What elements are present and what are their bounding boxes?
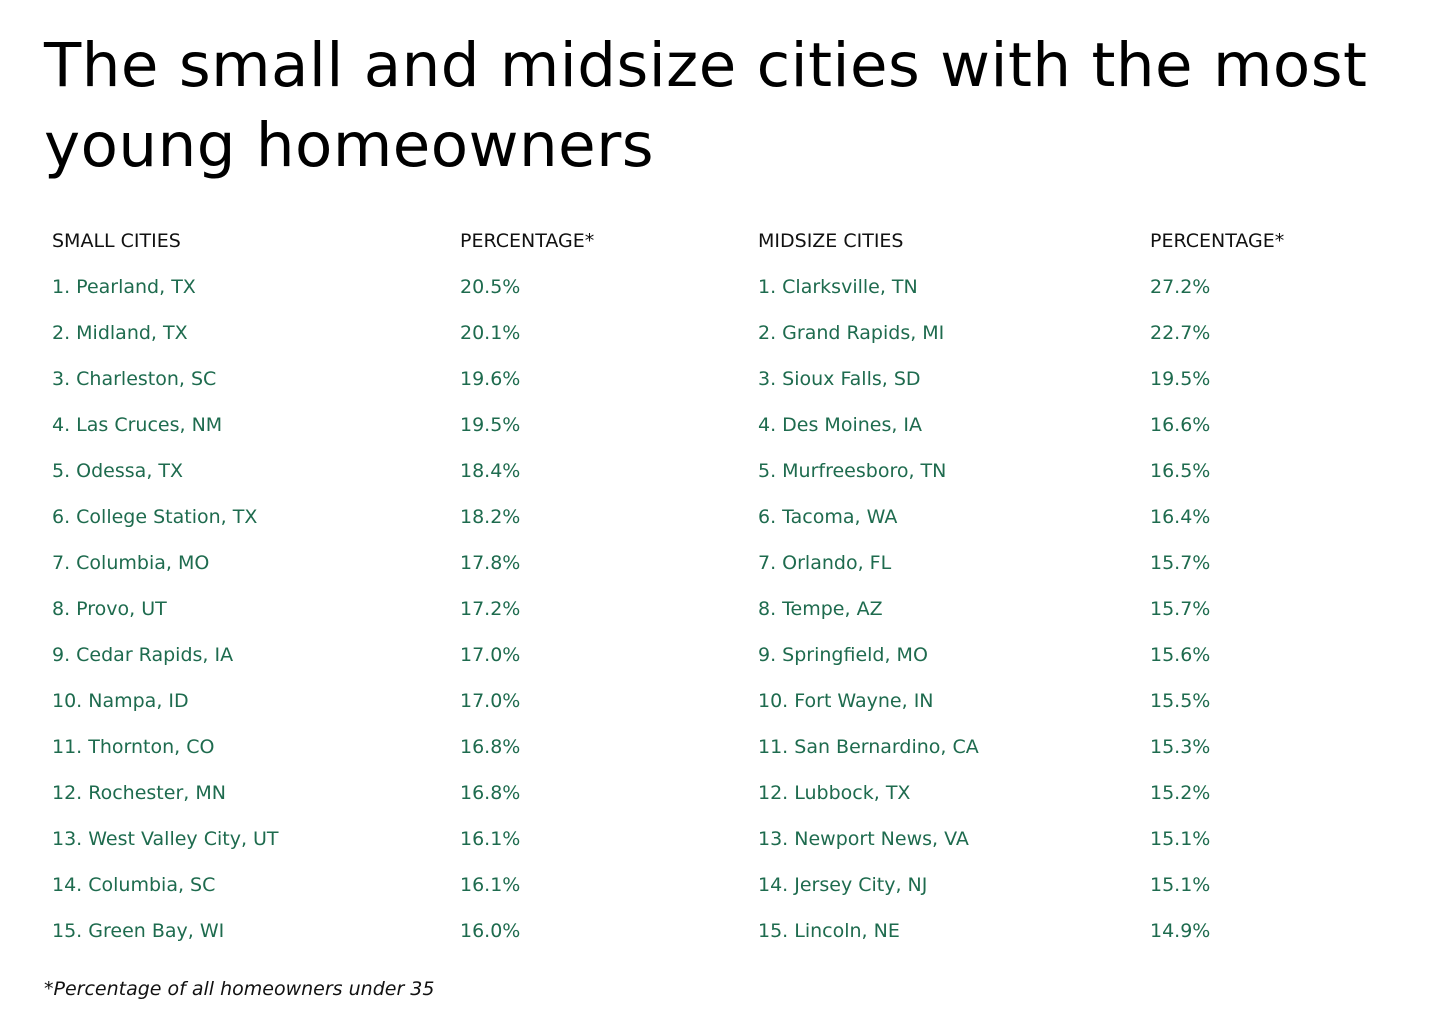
midsize-city-name: 1. Clarksville, TN: [758, 276, 918, 298]
table-row: 11. Thornton, CO 16.8% 11. San Bernardino,…: [52, 724, 1442, 770]
table-row: 9. Cedar Rapids, IA 17.0% 9. Springfield, …: [52, 632, 1442, 678]
small-city-name: 9. Cedar Rapids, IA: [52, 644, 234, 666]
midsize-city-percentage: 15.3%: [1150, 736, 1211, 758]
table-body: 1. Pearland, TX 20.5% 1. Clarksville, TN 27…: [52, 264, 1442, 954]
table-row: 8. Provo, UT 17.2% 8. Tempe, AZ 15.7%: [52, 586, 1442, 632]
small-city-percentage: 18.4%: [460, 460, 521, 482]
midsize-city-name: 5. Murfreesboro, TN: [758, 460, 947, 482]
small-city-percentage: 19.6%: [460, 368, 521, 390]
footnote: *Percentage of all homeowners under 35: [44, 978, 435, 1000]
midsize-city-name: 9. Springfield, MO: [758, 644, 928, 666]
midsize-city-name: 4. Des Moines, IA: [758, 414, 923, 436]
midsize-city-name: 14. Jersey City, NJ: [758, 874, 928, 896]
small-city-percentage: 16.8%: [460, 782, 521, 804]
small-city-percentage: 17.0%: [460, 644, 521, 666]
small-city-percentage: 16.1%: [460, 828, 521, 850]
midsize-city-name: 15. Lincoln, NE: [758, 920, 900, 942]
small-city-name: 13. West Valley City, UT: [52, 828, 279, 850]
table-row: 7. Columbia, MO 17.8% 7. Orlando, FL 15.7%: [52, 540, 1442, 586]
small-city-percentage: 17.2%: [460, 598, 521, 620]
small-city-percentage: 16.0%: [460, 920, 521, 942]
small-city-name: 1. Pearland, TX: [52, 276, 196, 298]
cities-table: SMALL CITIES PERCENTAGE* MIDSIZE CITIES …: [52, 218, 1442, 954]
small-city-name: 4. Las Cruces, NM: [52, 414, 223, 436]
table-row: 10. Nampa, ID 17.0% 10. Fort Wayne, IN 15.5…: [52, 678, 1442, 724]
table-row: 12. Rochester, MN 16.8% 12. Lubbock, TX 15.…: [52, 770, 1442, 816]
page-title: The small and midsize cities with the mo…: [44, 30, 1368, 181]
midsize-city-percentage: 16.6%: [1150, 414, 1211, 436]
midsize-city-percentage: 27.2%: [1150, 276, 1211, 298]
midsize-city-name: 8. Tempe, AZ: [758, 598, 883, 620]
table-row: 13. West Valley City, UT 16.1% 13. Newport…: [52, 816, 1442, 862]
midsize-city-name: 10. Fort Wayne, IN: [758, 690, 934, 712]
midsize-city-percentage: 16.5%: [1150, 460, 1211, 482]
header-small-percentage: PERCENTAGE*: [460, 230, 595, 252]
table-row: 5. Odessa, TX 18.4% 5. Murfreesboro, TN 16.…: [52, 448, 1442, 494]
header-midsize-cities: MIDSIZE CITIES: [758, 230, 904, 252]
midsize-city-name: 2. Grand Rapids, MI: [758, 322, 945, 344]
midsize-city-name: 12. Lubbock, TX: [758, 782, 911, 804]
small-city-percentage: 17.8%: [460, 552, 521, 574]
midsize-city-name: 11. San Bernardino, CA: [758, 736, 979, 758]
small-city-name: 12. Rochester, MN: [52, 782, 226, 804]
small-city-percentage: 19.5%: [460, 414, 521, 436]
table-header-row: SMALL CITIES PERCENTAGE* MIDSIZE CITIES …: [52, 218, 1442, 264]
small-city-percentage: 17.0%: [460, 690, 521, 712]
small-city-name: 2. Midland, TX: [52, 322, 188, 344]
header-midsize-percentage: PERCENTAGE*: [1150, 230, 1285, 252]
midsize-city-name: 13. Newport News, VA: [758, 828, 969, 850]
small-city-name: 6. College Station, TX: [52, 506, 258, 528]
midsize-city-percentage: 15.1%: [1150, 828, 1211, 850]
table-row: 14. Columbia, SC 16.1% 14. Jersey City, NJ…: [52, 862, 1442, 908]
table-row: 15. Green Bay, WI 16.0% 15. Lincoln, NE 14.…: [52, 908, 1442, 954]
small-city-percentage: 16.8%: [460, 736, 521, 758]
midsize-city-percentage: 15.2%: [1150, 782, 1211, 804]
midsize-city-percentage: 15.7%: [1150, 598, 1211, 620]
table-row: 6. College Station, TX 18.2% 6. Tacoma, WA…: [52, 494, 1442, 540]
small-city-name: 14. Columbia, SC: [52, 874, 216, 896]
small-city-percentage: 16.1%: [460, 874, 521, 896]
midsize-city-percentage: 14.9%: [1150, 920, 1211, 942]
midsize-city-percentage: 22.7%: [1150, 322, 1211, 344]
small-city-percentage: 20.5%: [460, 276, 521, 298]
small-city-percentage: 20.1%: [460, 322, 521, 344]
small-city-name: 7. Columbia, MO: [52, 552, 210, 574]
small-city-name: 11. Thornton, CO: [52, 736, 215, 758]
midsize-city-name: 6. Tacoma, WA: [758, 506, 898, 528]
midsize-city-percentage: 19.5%: [1150, 368, 1211, 390]
small-city-name: 3. Charleston, SC: [52, 368, 217, 390]
midsize-city-percentage: 15.7%: [1150, 552, 1211, 574]
small-city-name: 8. Provo, UT: [52, 598, 167, 620]
table-row: 2. Midland, TX 20.1% 2. Grand Rapids, MI 22…: [52, 310, 1442, 356]
midsize-city-percentage: 15.5%: [1150, 690, 1211, 712]
small-city-name: 5. Odessa, TX: [52, 460, 184, 482]
small-city-percentage: 18.2%: [460, 506, 521, 528]
midsize-city-name: 7. Orlando, FL: [758, 552, 892, 574]
midsize-city-name: 3. Sioux Falls, SD: [758, 368, 921, 390]
small-city-name: 15. Green Bay, WI: [52, 920, 225, 942]
midsize-city-percentage: 16.4%: [1150, 506, 1211, 528]
small-city-name: 10. Nampa, ID: [52, 690, 189, 712]
header-small-cities: SMALL CITIES: [52, 230, 181, 252]
table-row: 4. Las Cruces, NM 19.5% 4. Des Moines, IA 1…: [52, 402, 1442, 448]
midsize-city-percentage: 15.1%: [1150, 874, 1211, 896]
table-row: 1. Pearland, TX 20.5% 1. Clarksville, TN 27…: [52, 264, 1442, 310]
midsize-city-percentage: 15.6%: [1150, 644, 1211, 666]
table-row: 3. Charleston, SC 19.6% 3. Sioux Falls, SD…: [52, 356, 1442, 402]
